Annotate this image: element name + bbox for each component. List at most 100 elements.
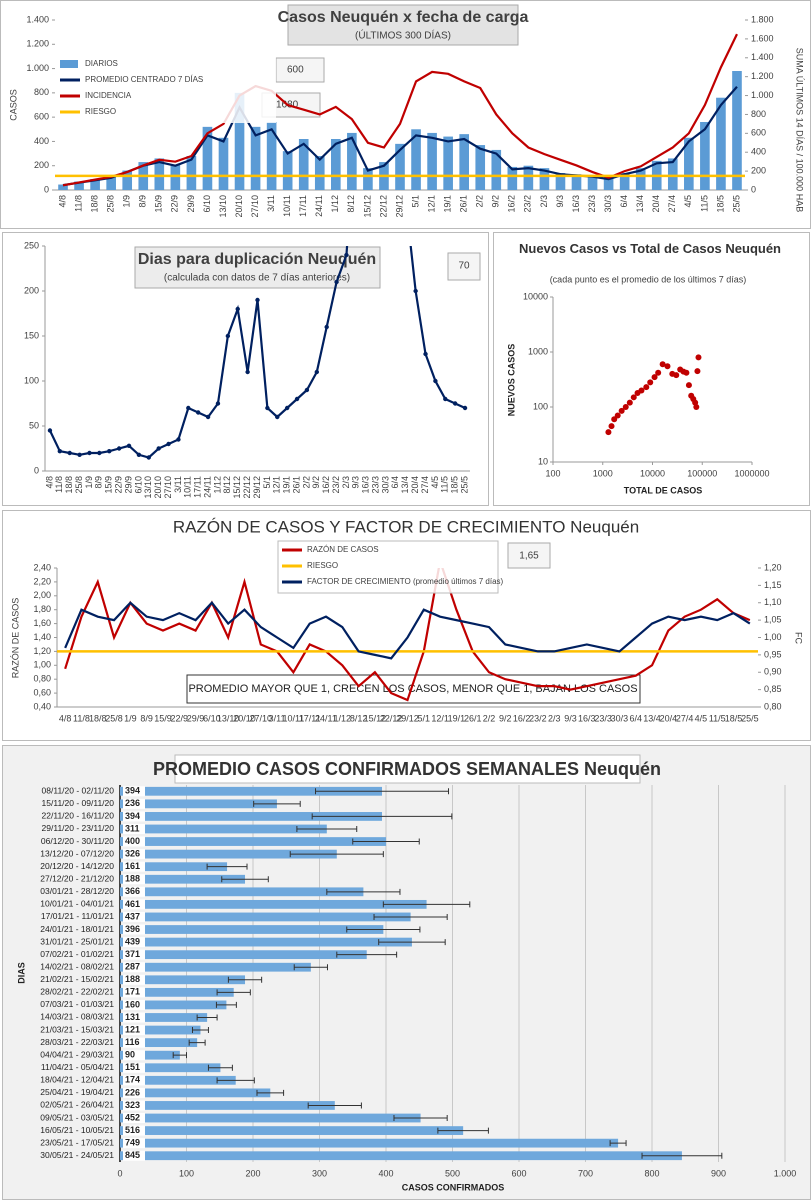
y2-tick-label: 0,80 <box>764 701 782 711</box>
x-tick-label: 2/3 <box>539 195 549 208</box>
label-bg <box>123 1037 145 1048</box>
bar <box>234 92 245 190</box>
chart-subtitle: (calculada con datos de 7 días anteriore… <box>164 273 350 284</box>
x-tick-label: 22/12 <box>242 476 252 499</box>
y-tick-label: 17/01/21 - 11/01/21 <box>41 911 114 921</box>
y-tick-label: 1,20 <box>33 646 51 656</box>
x-tick-label: 600 <box>511 1168 526 1178</box>
x-tick-label: 500 <box>445 1168 460 1178</box>
data-label: 90 <box>125 1050 135 1060</box>
bar <box>120 1138 619 1148</box>
error-bar <box>216 989 251 996</box>
bar <box>74 181 84 190</box>
y-tick-label: 28/03/21 - 22/03/21 <box>40 1037 114 1047</box>
y2-tick-label: 0 <box>751 184 756 194</box>
x-tick-label: 1000 <box>593 468 613 478</box>
y-tick-label: 15/11/20 - 09/11/20 <box>42 798 115 808</box>
point <box>630 394 637 401</box>
bar <box>154 158 165 190</box>
bar <box>120 975 246 985</box>
data-label: 174 <box>125 1075 140 1085</box>
bar <box>395 143 405 190</box>
error-bar <box>373 913 448 920</box>
label-bg <box>123 1075 145 1086</box>
label-bg <box>123 1100 145 1111</box>
title-box <box>134 246 381 289</box>
bar <box>314 156 325 190</box>
line-series <box>64 601 751 660</box>
y-tick-label: 21/03/21 - 15/03/21 <box>40 1024 114 1034</box>
marker <box>186 405 191 411</box>
point <box>643 384 650 391</box>
y-tick-label: 25/04/21 - 19/04/21 <box>40 1087 114 1097</box>
label-bg <box>123 962 145 973</box>
x-tick-label: 9/3 <box>555 195 565 208</box>
x-tick-label: 27/10 <box>163 476 173 499</box>
y-tick-label: 10 <box>538 456 548 466</box>
y-tick-label: 23/05/21 - 17/05/21 <box>40 1137 114 1147</box>
marker <box>275 414 280 420</box>
x-tick-label: 6/4 <box>629 713 642 723</box>
error-bar <box>352 838 420 845</box>
bar <box>539 168 550 190</box>
point <box>664 363 671 370</box>
x-tick-label: 11/8 <box>54 476 64 493</box>
x-axis-label: CASOS CONFIRMADOS <box>402 1182 505 1192</box>
bar <box>716 97 726 190</box>
bar <box>202 126 213 190</box>
error-bar <box>393 1115 448 1122</box>
label-bg <box>123 849 145 860</box>
point <box>614 412 621 419</box>
y-tick-label: 08/11/20 - 02/11/20 <box>42 786 115 796</box>
bar <box>120 812 383 821</box>
y-tick-label: 16/05/21 - 10/05/21 <box>40 1125 114 1135</box>
y-tick-label: 0,80 <box>33 674 51 684</box>
data-label: 845 <box>125 1150 140 1160</box>
line-series <box>64 568 751 702</box>
y-tick-label: 29/11/20 - 23/11/20 <box>42 823 115 833</box>
x-tick-label: 10/11 <box>183 476 193 498</box>
error-bar <box>609 1140 627 1147</box>
chart-title: RAZÓN DE CASOS Y FACTOR DE CRECIMIENTO N… <box>173 517 639 536</box>
label-bg <box>123 937 145 948</box>
y2-axis-label: FC <box>794 632 804 644</box>
data-label: 161 <box>125 861 140 871</box>
error-bar <box>296 825 358 832</box>
label-bg <box>123 786 145 797</box>
y2-tick-label: 200 <box>751 165 766 175</box>
data-label: 366 <box>125 886 140 896</box>
y-tick-label: 07/02/21 - 01/02/21 <box>40 949 114 959</box>
x-tick-label: 13/4 <box>643 713 661 723</box>
annotation-box <box>507 542 551 569</box>
bar <box>266 122 277 190</box>
point <box>626 399 633 406</box>
y-axis-label: DIAS <box>16 962 26 984</box>
error-bar <box>216 1077 255 1084</box>
annotation: 600 <box>287 65 304 76</box>
y-tick-label: 250 <box>24 240 39 250</box>
x-tick-label: 15/12 <box>232 476 242 499</box>
y-tick-label: 1,40 <box>33 632 51 642</box>
data-label: 323 <box>125 1100 140 1110</box>
x-tick-label: 24/11 <box>314 195 324 217</box>
x-tick-label: 18/5 <box>715 195 725 213</box>
bar <box>120 987 234 997</box>
x-tick-label: 4/5 <box>683 195 693 208</box>
error-bar <box>315 788 450 795</box>
x-tick-label: 25/5 <box>741 713 759 723</box>
marker <box>433 378 438 384</box>
x-tick-label: 5/1 <box>418 713 431 723</box>
legend-label: DIARIOS <box>85 59 118 68</box>
data-label: 439 <box>125 936 140 946</box>
y-tick-label: 0,40 <box>33 701 51 711</box>
x-tick-label: 22/12 <box>378 195 388 218</box>
error-bar <box>641 1152 723 1159</box>
marker <box>452 401 458 406</box>
error-bar <box>378 939 446 946</box>
x-tick-label: 8/12 <box>346 195 356 213</box>
x-tick-label: 13/10 <box>218 195 228 218</box>
x-tick-label: 15/9 <box>154 195 164 213</box>
y2-tick-label: 1.600 <box>751 33 774 43</box>
x-tick-label: 4/5 <box>695 713 708 723</box>
